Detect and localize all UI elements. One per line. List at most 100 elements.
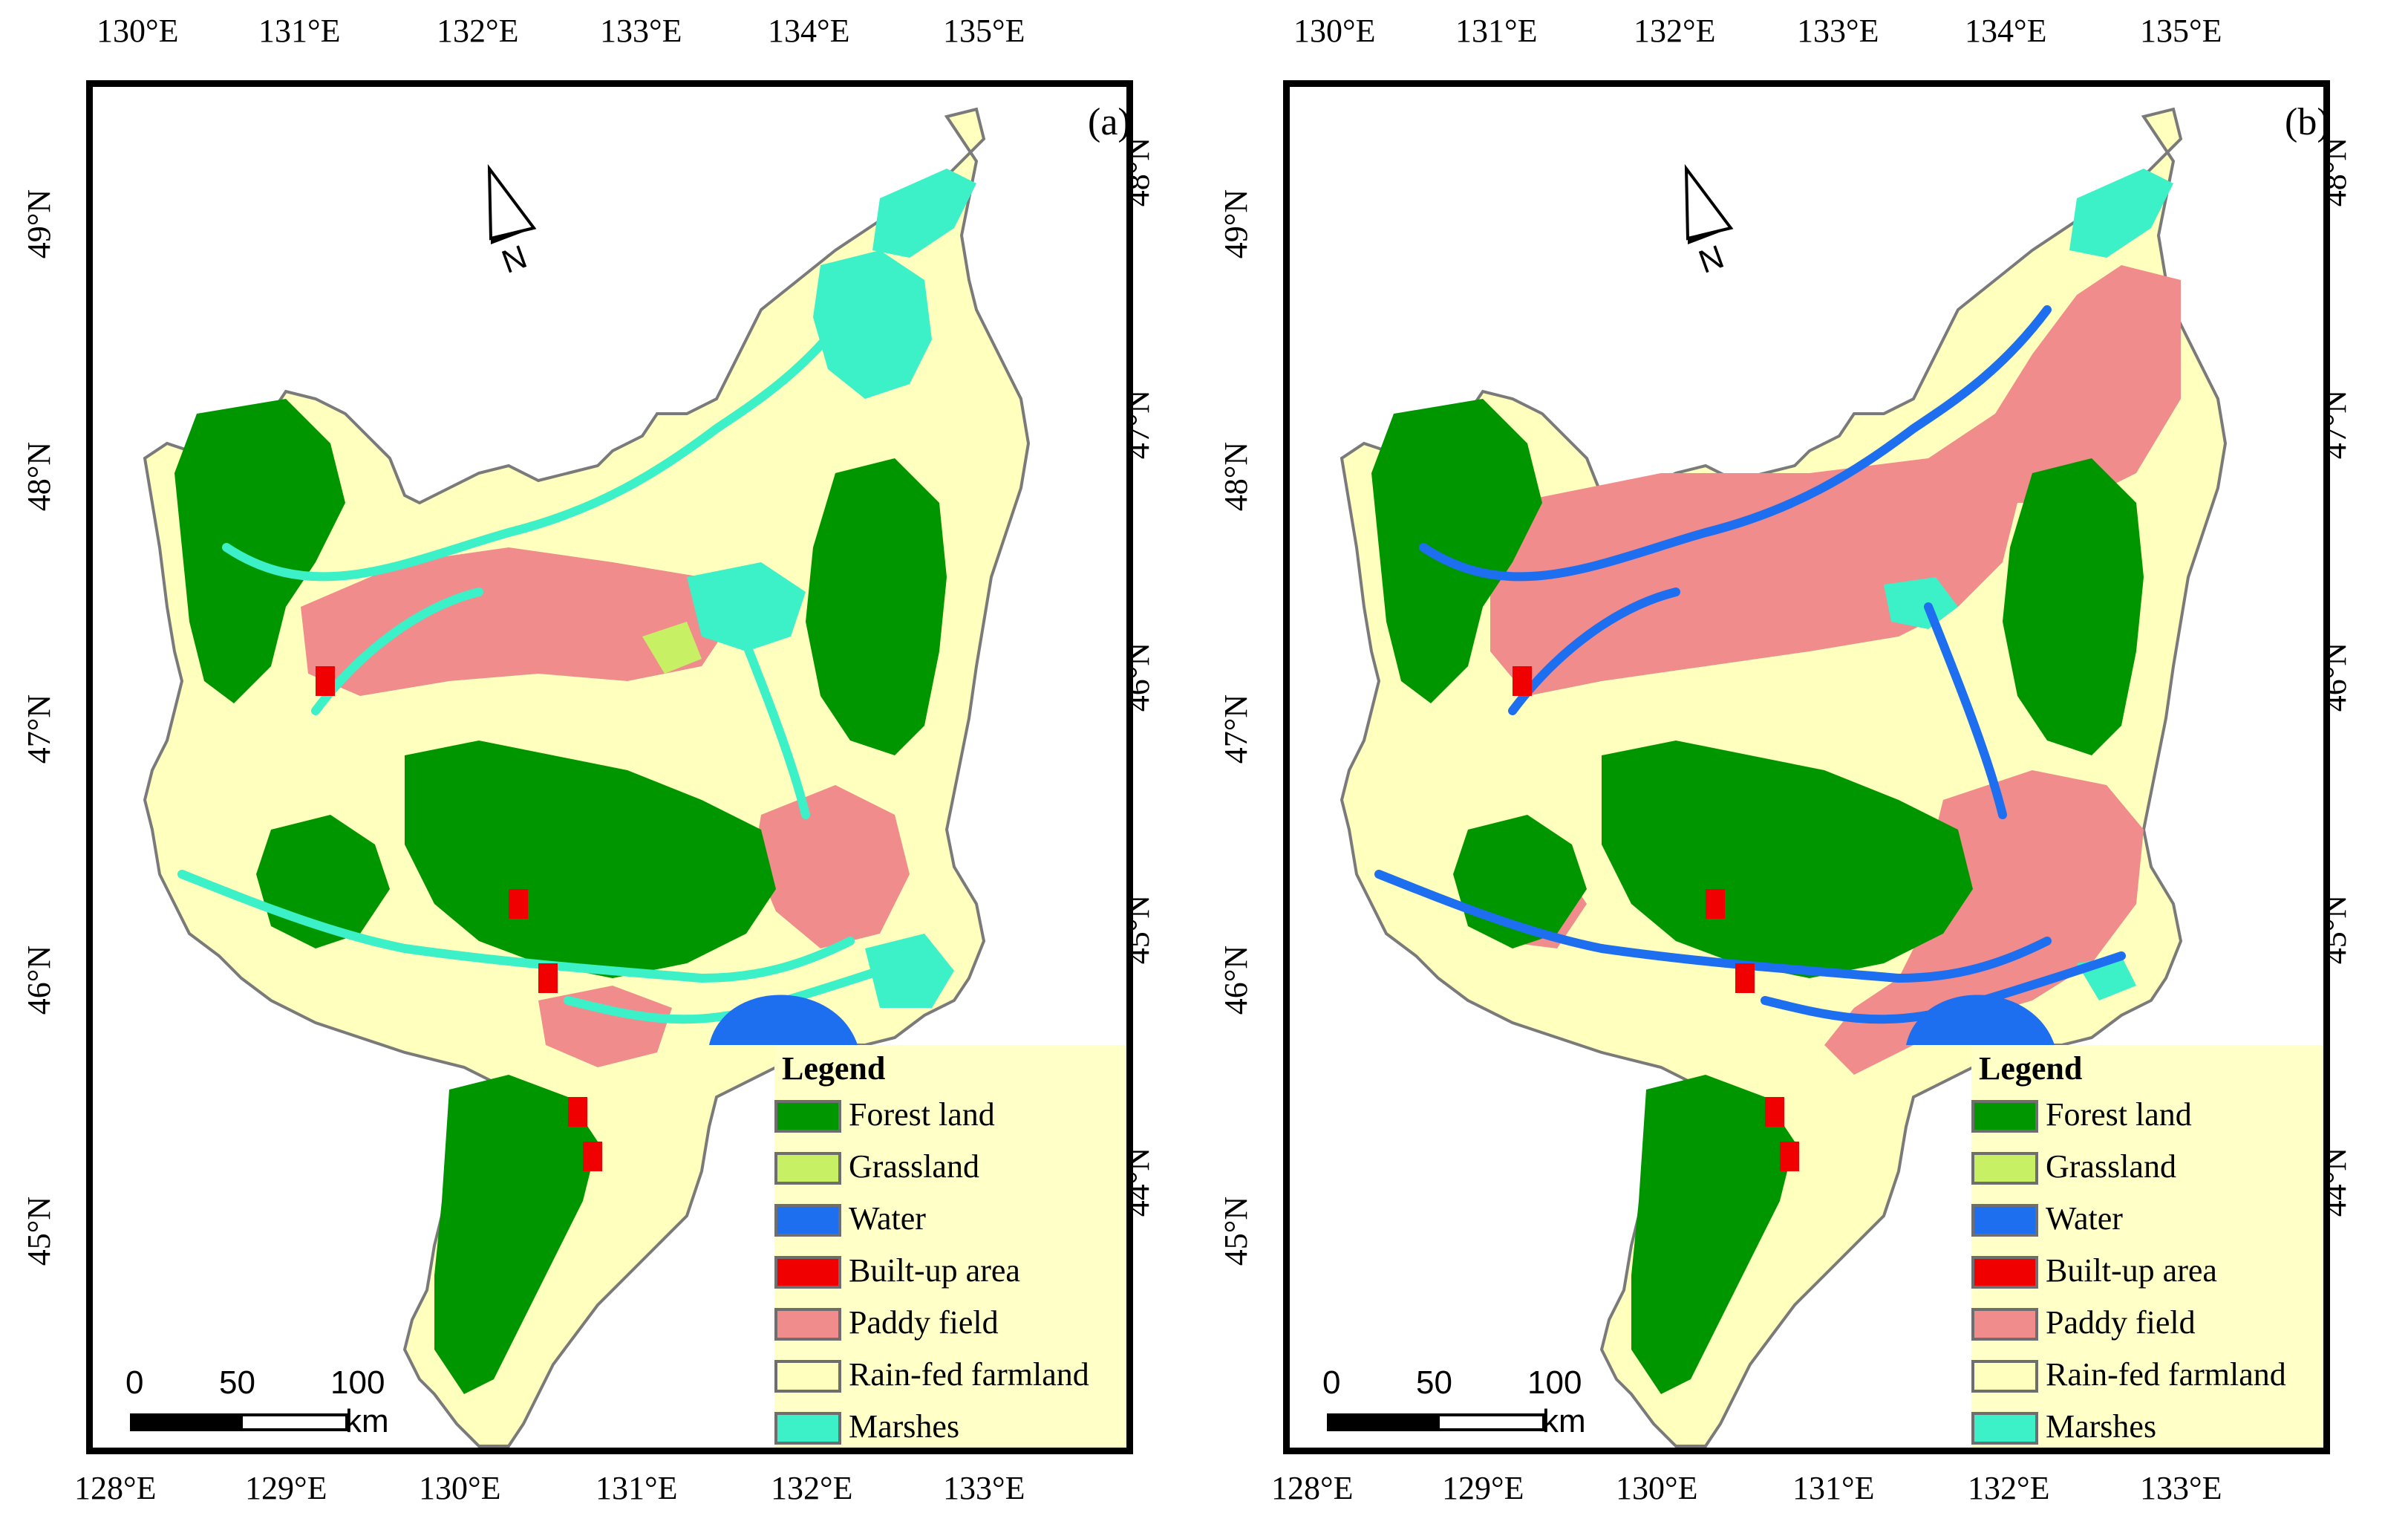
scale-bar-label: 100	[1527, 1364, 1582, 1401]
legend-swatch	[774, 1100, 841, 1133]
legend-item: Forest land	[1971, 1094, 2323, 1136]
legend-item: Rain-fed farmland	[1971, 1354, 2323, 1396]
bottom-longitude-tick: 132°E	[771, 1470, 853, 1506]
top-longitude-tick: 135°E	[2140, 13, 2222, 49]
legend-swatch	[774, 1308, 841, 1341]
legend-swatch	[1971, 1100, 2038, 1133]
bottom-longitude-tick: 133°E	[2140, 1470, 2222, 1506]
bottom-longitude-tick: 130°E	[419, 1470, 501, 1506]
grassland-area	[642, 622, 702, 674]
paddy-field-area	[301, 547, 731, 696]
scale-bar: 0 50 100 km	[115, 1364, 486, 1439]
marshes-area	[872, 169, 976, 258]
lake	[1906, 995, 2055, 1045]
legend-item: Paddy field	[1971, 1302, 2323, 1344]
forest-land-area	[2003, 458, 2144, 755]
top-longitude-tick: 133°E	[1797, 13, 1879, 49]
top-longitude-tick: 130°E	[97, 13, 179, 49]
built-up-area	[538, 963, 558, 993]
legend-swatch	[774, 1360, 841, 1393]
marshes-area	[2069, 169, 2173, 258]
legend-item: Paddy field	[774, 1302, 1126, 1344]
top-longitude-tick: 133°E	[600, 13, 682, 49]
legend-swatch	[774, 1412, 841, 1445]
legend-swatch	[1971, 1256, 2038, 1289]
scale-bar-label: 0	[125, 1364, 144, 1401]
legend-swatch	[1971, 1204, 2038, 1237]
legend-label: Marshes	[2046, 1408, 2157, 1445]
legend-label: Rain-fed farmland	[2046, 1356, 2286, 1393]
legend-label: Forest land	[2046, 1096, 2192, 1133]
left-latitude-tick: 45°N	[1218, 1196, 1255, 1266]
built-up-area	[1706, 889, 1725, 919]
bottom-longitude-tick: 131°E	[596, 1470, 678, 1506]
built-up-area	[568, 1097, 587, 1127]
bottom-longitude-tick: 128°E	[74, 1470, 157, 1506]
map-panel-a: 130°E 131°E 132°E 133°E 134°E 135°E 128°E 129°E…	[0, 0, 1203, 1533]
top-longitude-tick: 131°E	[1455, 13, 1538, 49]
bottom-longitude-tick: 129°E	[245, 1470, 327, 1506]
forest-land-area	[1371, 399, 1542, 703]
forest-land-area	[1631, 1075, 1795, 1394]
paddy-field-area	[538, 986, 672, 1067]
land-use-map	[143, 107, 1031, 1448]
panel-label: (b)	[2285, 101, 2330, 143]
forest-land-area	[174, 399, 345, 703]
scale-bar-label: 50	[219, 1364, 255, 1401]
built-up-area	[583, 1142, 602, 1171]
marshes-area	[687, 562, 806, 651]
legend-item: Built-up area	[1971, 1250, 2323, 1292]
left-latitude-tick: 47°N	[21, 694, 58, 764]
river	[1419, 305, 2052, 582]
legend-swatch	[1971, 1308, 2038, 1341]
top-longitude-tick: 134°E	[768, 13, 850, 49]
scale-bar-unit: km	[1542, 1403, 1586, 1439]
svg-text:N: N	[1694, 238, 1729, 280]
lake	[709, 995, 858, 1045]
forest-land-area	[806, 458, 947, 755]
legend-label: Water	[2046, 1200, 2123, 1237]
top-longitude-tick: 131°E	[258, 13, 341, 49]
legend-title: Legend	[782, 1050, 886, 1087]
legend: Legend Forest land Grassland Water Built-up …	[1971, 1045, 2323, 1448]
left-latitude-tick: 48°N	[21, 441, 58, 512]
bottom-longitude-tick: 128°E	[1271, 1470, 1354, 1506]
map-frame: N (a) Legend Forest land Grassland Water Built…	[86, 80, 1133, 1454]
river	[222, 305, 855, 582]
legend-label: Rain-fed farmland	[849, 1356, 1089, 1393]
left-latitude-tick: 49°N	[1218, 189, 1255, 259]
legend-label: Grassland	[849, 1148, 979, 1185]
panel-label: (a)	[1088, 101, 1131, 143]
river	[1374, 870, 2052, 983]
legend-item: Marshes	[1971, 1406, 2323, 1448]
map-panel-b: 130°E 131°E 132°E 133°E 134°E 135°E 128°E 129°E…	[1197, 0, 2400, 1533]
paddy-field-area	[1824, 770, 2144, 1075]
scale-bar-segment	[1327, 1413, 1440, 1431]
legend-swatch	[1971, 1412, 2038, 1445]
legend-label: Forest land	[849, 1096, 995, 1133]
bottom-longitude-tick: 133°E	[943, 1470, 1025, 1506]
top-longitude-tick: 135°E	[943, 13, 1025, 49]
paddy-field-area	[754, 785, 910, 948]
legend-item: Grassland	[774, 1146, 1126, 1188]
scale-bar-segment	[1437, 1413, 1545, 1431]
legend: Legend Forest land Grassland Water Built-up …	[774, 1045, 1126, 1448]
left-latitude-tick: 45°N	[21, 1196, 58, 1266]
legend-label: Built-up area	[2046, 1252, 2217, 1289]
legend-title: Legend	[1979, 1050, 2083, 1087]
marshes-area	[1884, 577, 1958, 629]
top-longitude-tick: 132°E	[1634, 13, 1716, 49]
north-arrow-icon: N	[487, 163, 537, 280]
scale-bar-label: 50	[1416, 1364, 1452, 1401]
legend-label: Built-up area	[849, 1252, 1020, 1289]
left-latitude-tick: 47°N	[1218, 694, 1255, 764]
bottom-longitude-tick: 131°E	[1792, 1470, 1875, 1506]
top-longitude-tick: 132°E	[437, 13, 519, 49]
scale-bar-segment	[240, 1413, 348, 1431]
top-longitude-tick: 130°E	[1293, 13, 1376, 49]
legend-swatch	[1971, 1152, 2038, 1185]
legend-item: Forest land	[774, 1094, 1126, 1136]
forest-land-area	[434, 1075, 598, 1394]
land-use-map	[1340, 107, 2228, 1448]
map-frame: N (b) Legend Forest land Grassland Water Built…	[1283, 80, 2330, 1454]
